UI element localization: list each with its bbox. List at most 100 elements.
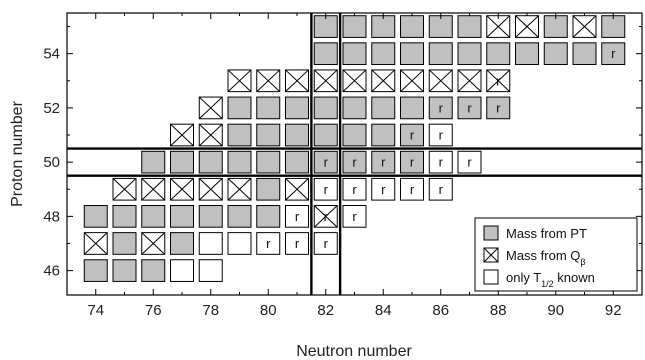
cell-cross-b <box>486 69 511 92</box>
nuclide-cell-qb <box>198 96 223 120</box>
nuclide-cell-pt <box>170 205 194 228</box>
cell-box <box>170 232 194 255</box>
nuclide-cell-qb <box>285 69 309 93</box>
nuclide-cell-qb <box>141 232 166 255</box>
nuclide-cell-qb <box>313 69 338 93</box>
cell-cross-b <box>141 178 166 201</box>
cell-box <box>227 123 252 147</box>
nuclide-cell-qb <box>371 69 396 93</box>
cell-cross-b <box>457 69 482 92</box>
cell-box <box>428 123 453 147</box>
cell-box <box>371 123 396 147</box>
legend-label-PT: Mass from PT <box>506 226 587 241</box>
nuclide-cell-pt <box>227 205 252 228</box>
cell-box <box>198 259 223 282</box>
cell-box <box>457 42 482 66</box>
cell-box <box>227 232 252 255</box>
cell-box <box>371 42 396 66</box>
nuclide-cell-pt <box>313 96 338 120</box>
nuclide-cell-qb <box>141 177 166 201</box>
nuclide-cell-t: r <box>313 232 338 255</box>
nuclide-cell-t: r <box>256 232 281 255</box>
y-tick-label: 48 <box>43 208 60 225</box>
cell-box <box>112 259 137 282</box>
cell-cross-b <box>170 123 194 147</box>
nuclide-cell-pt <box>256 150 281 174</box>
x-tick-label: 90 <box>547 302 564 319</box>
nuclide-cell-t: r <box>342 177 367 201</box>
nuclide-cell-pt <box>83 205 108 228</box>
legend-swatch-T <box>483 269 499 285</box>
cell-box <box>342 15 367 38</box>
r-process-label: r <box>295 236 300 251</box>
cell-cross-b <box>170 178 194 201</box>
nuclide-cell-pt <box>400 42 424 66</box>
r-process-label: r <box>439 100 444 115</box>
cell-cross-b <box>572 15 597 38</box>
nuclide-cell-pt <box>256 177 281 201</box>
nuclide-cell-pt <box>486 42 511 66</box>
r-process-label: r <box>381 155 386 170</box>
cell-box <box>457 96 482 120</box>
cell-box <box>256 123 281 147</box>
nuclide-cell-qb <box>170 177 194 201</box>
nuclide-cell-pt <box>112 232 137 255</box>
cell-box <box>256 177 281 201</box>
nuclide-cell-qb <box>428 69 453 93</box>
cell-box <box>170 150 194 174</box>
cell-box <box>400 96 424 120</box>
nuclide-cell-qb <box>572 15 597 38</box>
nuclide-cell-pt: r <box>400 150 424 174</box>
nuclide-cell-pt <box>543 42 568 66</box>
cell-box <box>400 177 424 201</box>
nuclide-cell-pt: r <box>371 150 396 174</box>
cell-box <box>515 42 539 66</box>
nuclide-cell-qb <box>515 15 539 38</box>
cell-box <box>457 150 482 174</box>
nuclide-cell-pt: r <box>313 150 338 174</box>
cell-box <box>313 96 338 120</box>
nuclide-cell-pt <box>141 259 166 282</box>
r-process-label: r <box>410 128 415 143</box>
x-tick-label: 78 <box>202 302 219 319</box>
nuclide-cell-t: r <box>400 177 424 201</box>
cell-cross-b <box>342 69 367 92</box>
nuclide-cell-pt <box>342 123 367 147</box>
nuclide-cell-pt <box>227 96 252 120</box>
r-process-label: r <box>496 100 501 115</box>
cell-box <box>457 15 482 38</box>
cell-box <box>285 150 309 174</box>
cell-cross-b <box>400 69 424 92</box>
cell-box <box>400 15 424 38</box>
nuclide-cell-pt <box>112 259 137 282</box>
r-process-label: r <box>352 182 357 197</box>
x-axis-title: Neutron number <box>296 343 412 360</box>
cell-box <box>227 96 252 120</box>
r-process-label: r <box>295 209 300 224</box>
cell-box <box>285 123 309 147</box>
nuclide-cell-pt <box>515 42 539 66</box>
cell-box <box>170 205 194 228</box>
cell-box <box>342 150 367 174</box>
cell-box <box>572 42 597 66</box>
x-tick-label: 76 <box>145 302 162 319</box>
r-process-label: r <box>611 46 616 61</box>
r-process-label: r <box>439 128 444 143</box>
nuclide-cell-pt <box>227 150 252 174</box>
cell-cross-b <box>83 232 108 255</box>
nuclide-cell-pt <box>428 42 453 66</box>
nuclide-cell-qb <box>198 177 223 201</box>
nuclide-cell-pt <box>371 42 396 66</box>
nuclide-cell-pt <box>170 232 194 255</box>
cell-cross-b <box>112 178 137 201</box>
cell-box <box>428 150 453 174</box>
nuclide-cell-qb <box>256 69 281 93</box>
legend-label-Qb: Mass from Qβ <box>506 248 586 267</box>
nuclide-cell-pt <box>572 42 597 66</box>
r-process-label: r <box>410 155 415 170</box>
r-process-label: r <box>410 182 415 197</box>
cell-cross-b <box>227 178 252 201</box>
nuclide-cell-pt <box>141 205 166 228</box>
nuclide-cell-pt <box>112 205 137 228</box>
